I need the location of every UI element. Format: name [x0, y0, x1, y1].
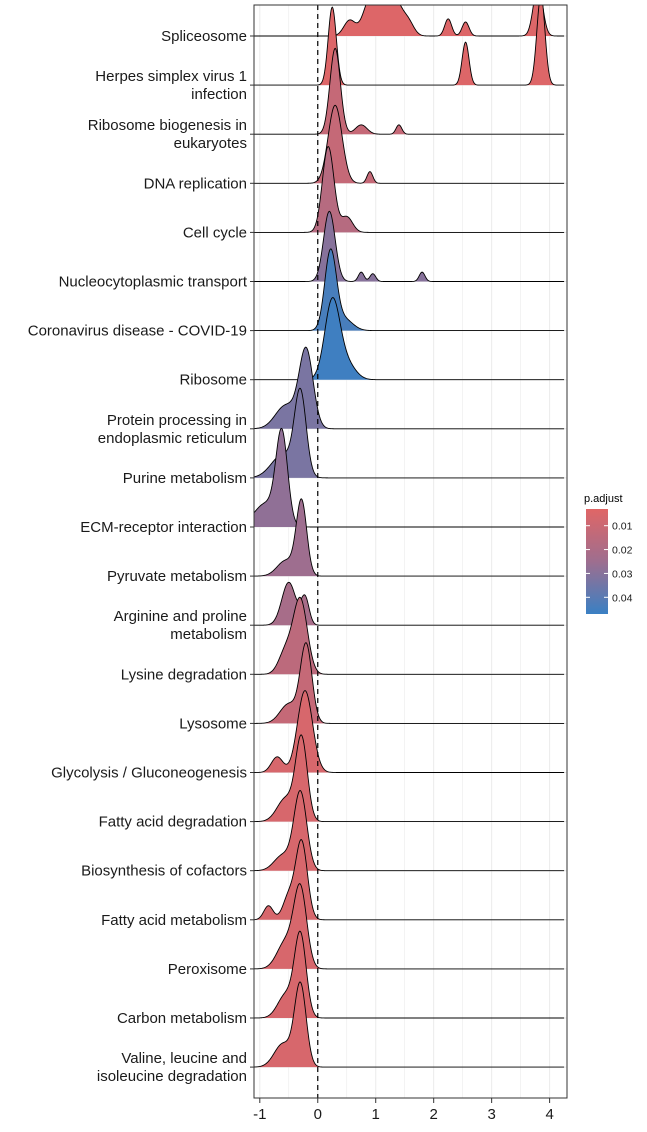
ridge-protein-processing-in-endoplasmic-reticulum — [254, 346, 565, 430]
ridge-area — [254, 642, 565, 724]
y-tick-label: Biosynthesis of cofactors — [81, 863, 247, 880]
y-tick-label: Pyruvate metabolism — [107, 568, 247, 585]
ridge-area — [254, 982, 565, 1068]
ridge-outline — [254, 145, 565, 233]
ridge-outline — [254, 790, 565, 872]
x-tick-label: -1 — [253, 1106, 266, 1123]
ridge-outline — [254, 5, 565, 86]
legend-ticks: 0.01 0.02 0.03 0.04 — [586, 521, 633, 604]
y-tick-label: Ribosome biogenesis in — [88, 117, 247, 134]
ridge-cell-cycle — [254, 145, 565, 233]
y-tick-label: Lysosome — [179, 715, 247, 732]
legend-title: p.adjust — [584, 493, 623, 505]
y-tick-label: metabolism — [170, 626, 247, 643]
ridge-area — [254, 597, 565, 675]
y-tick-label: Spliceosome — [161, 28, 247, 45]
ridge-area — [254, 883, 565, 969]
y-tick-label: eukaryotes — [174, 135, 247, 152]
ridge-outline — [254, 346, 565, 430]
ridge-outline — [254, 690, 565, 773]
ridge-outline — [254, 596, 565, 675]
x-tick-label: 2 — [430, 1106, 438, 1123]
y-tick-label: Valine, leucine and — [121, 1050, 247, 1067]
legend: p.adjust 0.01 0.02 0.03 0.04 — [584, 493, 633, 614]
y-tick-label: Herpes simplex virus 1 — [95, 68, 247, 85]
y-tick-label: Carbon metabolism — [117, 1010, 247, 1027]
y-tick-label: Lysine degradation — [121, 666, 247, 683]
ridge-fatty-acid-metabolism — [254, 839, 565, 921]
y-tick-label: Arginine and proline — [114, 608, 247, 625]
ridge-outline — [254, 883, 565, 970]
ridge-glycolysis-gluconeogenesis — [254, 690, 565, 773]
y-tick-label: endoplasmic reticulum — [98, 430, 247, 447]
ridge-outline — [254, 981, 565, 1068]
legend-tick-label: 0.02 — [612, 545, 633, 557]
y-tick-label: infection — [191, 86, 247, 103]
ridge-pyruvate-metabolism — [254, 498, 565, 577]
y-axis-labels: Spliceosome Herpes simplex virus 1infecti… — [28, 28, 254, 1085]
ridge-ribosome-biogenesis-in-eukaryotes — [254, 47, 565, 135]
legend-tick-label: 0.01 — [612, 521, 633, 533]
legend-colorbar — [586, 509, 608, 614]
ridge-outline — [254, 47, 565, 135]
ridge-fatty-acid-degradation — [254, 734, 565, 823]
y-tick-label: Glycolysis / Gluconeogenesis — [51, 765, 247, 782]
y-tick-label: Ribosome — [179, 372, 247, 389]
y-tick-label: Fatty acid degradation — [99, 814, 247, 831]
ridge-outline — [254, 248, 565, 332]
ridge-area — [254, 347, 565, 429]
y-tick-label: Coronavirus disease - COVID-19 — [28, 323, 247, 340]
ridge-spliceosome — [254, 5, 565, 37]
ridge-area — [254, 931, 565, 1018]
ridge-outline — [254, 581, 565, 626]
y-tick-label: ECM-receptor interaction — [80, 519, 247, 536]
x-tick-label: 0 — [314, 1106, 322, 1123]
ridge-outline — [254, 387, 565, 479]
ridge-area — [254, 146, 565, 233]
ridge-lysosome — [254, 642, 565, 724]
x-tick-label: 3 — [487, 1106, 495, 1123]
ridge-outline — [254, 839, 565, 921]
ridge-peroxisome — [254, 883, 565, 970]
ridge-area — [254, 5, 565, 36]
ridge-valine-leucine-and-isoleucine-degradation — [254, 981, 565, 1068]
legend-tick-label: 0.03 — [612, 568, 633, 580]
ridge-lysine-degradation — [254, 596, 565, 675]
y-tick-label: Cell cycle — [183, 224, 247, 241]
ridge-area — [254, 297, 565, 380]
ridge-area — [254, 790, 565, 871]
ridge-outline — [254, 498, 565, 577]
legend-tick-label: 0.04 — [612, 592, 633, 604]
y-tick-label: Purine metabolism — [123, 470, 247, 487]
ridge-area — [254, 839, 565, 920]
ridge-outline — [254, 734, 565, 823]
ridge-outline — [254, 104, 565, 184]
y-tick-label: DNA replication — [144, 175, 247, 192]
y-tick-label: Nucleocytoplasmic transport — [59, 274, 248, 291]
ridge-area — [254, 582, 565, 626]
plot-border — [253, 4, 568, 1099]
ridge-area — [254, 498, 565, 577]
ridge-outline — [254, 210, 565, 282]
ridge-carbon-metabolism — [254, 930, 565, 1019]
ridge-area — [254, 734, 565, 822]
x-tick-label: 4 — [545, 1106, 553, 1123]
ridge-outline — [254, 5, 565, 37]
x-tick-label: 1 — [372, 1106, 380, 1123]
ridge-biosynthesis-of-cofactors — [254, 790, 565, 872]
y-tick-label: Fatty acid metabolism — [101, 912, 247, 929]
y-tick-label: Peroxisome — [168, 961, 247, 978]
y-tick-label: Protein processing in — [107, 412, 247, 429]
x-axis: -1 0 1 2 3 4 — [253, 1098, 554, 1123]
ridge-arginine-and-proline-metabolism — [254, 581, 565, 626]
ridge-outline — [254, 930, 565, 1019]
ridge-outline — [254, 642, 565, 724]
y-tick-label: isoleucine degradation — [97, 1068, 247, 1085]
ridge-area — [254, 428, 565, 527]
ridges — [254, 5, 565, 1068]
